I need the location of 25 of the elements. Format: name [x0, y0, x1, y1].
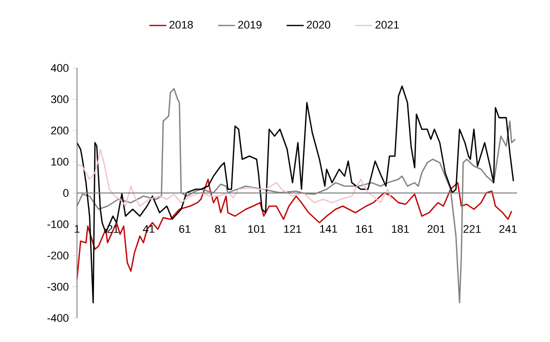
y-tick-label: -100	[47, 220, 68, 228]
y-tick-label: -300	[47, 282, 68, 291]
y-tick-label: -200	[47, 252, 68, 260]
x-tick-label: 1	[74, 225, 80, 233]
y-tick-label: 300	[51, 95, 68, 104]
x-tick-label: 121	[284, 225, 302, 233]
y-tick-label: 400	[50, 64, 68, 72]
legend-label: 2021	[376, 20, 399, 29]
x-tick-label: 61	[179, 225, 190, 233]
legend-label: 2020	[306, 20, 330, 29]
x-tick-label: 141	[320, 225, 338, 233]
y-tick-label: 200	[51, 126, 68, 134]
legend-label: 2018	[170, 20, 193, 29]
x-tick-label: 221	[464, 225, 481, 233]
x-tick-label: 81	[215, 225, 226, 233]
y-tick-label: -400	[47, 314, 68, 322]
y-tick-label: 100	[51, 158, 68, 166]
x-tick-label: 161	[356, 225, 373, 233]
line-series	[76, 148, 392, 207]
x-tick-label: 241	[499, 225, 517, 233]
x-tick-label: 101	[248, 225, 266, 233]
legend-label: 2019	[238, 20, 262, 29]
x-tick-label: 201	[428, 225, 445, 233]
x-tick-label: 181	[392, 225, 409, 233]
y-tick-label: 0	[63, 189, 68, 197]
